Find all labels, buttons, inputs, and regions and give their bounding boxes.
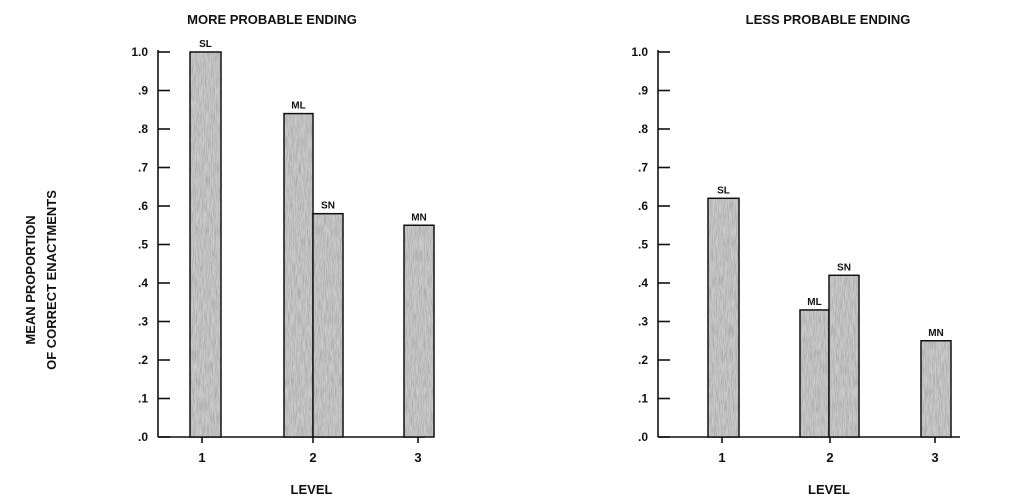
y-tick-label: .8 bbox=[638, 122, 648, 136]
y-axis-label-line-1: MEAN PROPORTION bbox=[23, 215, 38, 344]
x-category-label: 2 bbox=[826, 450, 833, 465]
y-tick-label: .4 bbox=[638, 276, 648, 290]
y-tick-label: 1.0 bbox=[631, 45, 648, 59]
bar-label: ML bbox=[291, 101, 305, 112]
y-tick-label: .2 bbox=[638, 353, 648, 367]
y-tick-label: .4 bbox=[138, 276, 148, 290]
y-tick-label: .0 bbox=[638, 430, 648, 444]
bar-texture bbox=[314, 214, 342, 436]
bar-texture bbox=[285, 114, 312, 436]
y-tick-label: .5 bbox=[638, 238, 648, 252]
bar-texture bbox=[191, 53, 220, 436]
y-tick-label: .6 bbox=[138, 199, 148, 213]
bar-label: SN bbox=[837, 262, 851, 273]
x-category-label: 1 bbox=[718, 450, 725, 465]
y-tick-label: .1 bbox=[638, 392, 648, 406]
y-tick-label: .5 bbox=[138, 238, 148, 252]
y-tick-label: 1.0 bbox=[131, 45, 148, 59]
y-tick-label: .1 bbox=[138, 392, 148, 406]
y-tick-label: .9 bbox=[638, 84, 648, 98]
bar-label: MN bbox=[411, 212, 427, 223]
chart-panel-2: LESS PROBABLE ENDING .0 .1 .2 .3 .4 .5 .6 .7 .8 .9… bbox=[631, 12, 960, 497]
y-tick-label: .3 bbox=[638, 315, 648, 329]
y-axis-label: MEAN PROPORTION OF CORRECT ENACTMENTS bbox=[14, 130, 74, 430]
y-tick-label: .0 bbox=[138, 430, 148, 444]
y-tick-label: .9 bbox=[138, 84, 148, 98]
chart-panel-1: MORE PROBABLE ENDING .0 .1 .2 .3 .4 .5 .6 .7 .8 .9… bbox=[131, 12, 435, 497]
chart-title: MORE PROBABLE ENDING bbox=[187, 12, 357, 27]
y-tick-label: .7 bbox=[638, 161, 648, 175]
bar-texture bbox=[405, 226, 433, 436]
bar-label: SL bbox=[717, 185, 730, 196]
x-category-label: 3 bbox=[931, 450, 938, 465]
bar-texture bbox=[922, 341, 950, 436]
bar-label: MN bbox=[928, 328, 944, 339]
y-axis-label-line-2: OF CORRECT ENACTMENTS bbox=[44, 190, 59, 370]
y-tick-label: .8 bbox=[138, 122, 148, 136]
y-tick-label: .7 bbox=[138, 161, 148, 175]
x-category-label: 1 bbox=[198, 450, 205, 465]
bar-texture bbox=[801, 310, 828, 436]
x-category-label: 2 bbox=[309, 450, 316, 465]
y-tick-label: .2 bbox=[138, 353, 148, 367]
y-tick-label: .6 bbox=[638, 199, 648, 213]
x-axis-label: LEVEL bbox=[291, 482, 333, 497]
x-axis-label: LEVEL bbox=[808, 482, 850, 497]
x-category-label: 3 bbox=[414, 450, 421, 465]
bar-label: ML bbox=[807, 297, 821, 308]
bar-texture bbox=[830, 276, 858, 436]
bar-label: SN bbox=[321, 201, 335, 212]
y-tick-label: .3 bbox=[138, 315, 148, 329]
bar-label: SL bbox=[199, 39, 212, 50]
bar-texture bbox=[709, 199, 738, 436]
chart-title: LESS PROBABLE ENDING bbox=[746, 12, 911, 27]
